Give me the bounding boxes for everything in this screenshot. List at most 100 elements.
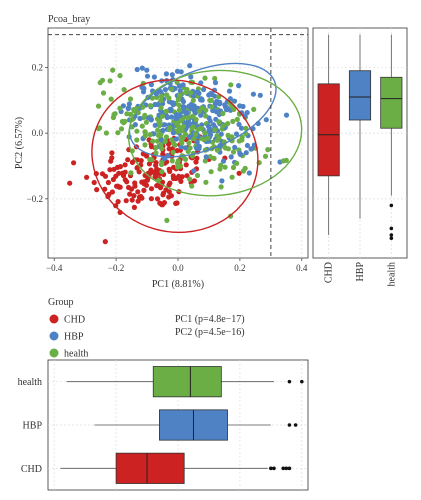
scatter-point-health [158, 142, 164, 148]
scatter-point-health [182, 156, 189, 162]
scatter-point-chd [113, 203, 119, 209]
scatter-point-hbp [201, 86, 207, 93]
scatter-point-chd [184, 173, 190, 179]
scatter-point-health [158, 98, 164, 104]
scatter-point-health [158, 161, 165, 168]
scatter-point-health [218, 184, 224, 190]
scatter-point-health [142, 112, 148, 118]
scatter-point-health [179, 134, 185, 140]
scatter-point-hbp [141, 85, 147, 92]
scatter-point-health [127, 111, 134, 117]
scatter-point-health [139, 123, 145, 129]
scatter-point-hbp [168, 114, 175, 120]
scatter-point-hbp [144, 73, 151, 79]
scatter-point-hbp [148, 116, 154, 122]
scatter-point-health [208, 169, 214, 175]
scatter-point-chd [67, 180, 73, 186]
scatter-point-health [180, 123, 186, 129]
scatter-point-health [162, 138, 168, 144]
legend-label-health: health [64, 349, 88, 360]
scatter-point-health [177, 92, 183, 98]
scatter-point-hbp [182, 145, 188, 151]
scatter-point-health [194, 172, 201, 179]
pc2-pvalue: PC2 (p=4.5e−16) [175, 327, 245, 338]
scatter-point-health [175, 158, 181, 164]
scatter-point-hbp [191, 93, 197, 99]
scatter-point-hbp [207, 118, 213, 124]
pc1-pvalue: PC1 (p=4.8e−17) [175, 314, 245, 325]
scatter-point-hbp [180, 82, 186, 88]
scatter-point-health [118, 126, 125, 132]
scatter-point-hbp [162, 87, 168, 93]
pc2-label-chd: CHD [324, 262, 335, 283]
scatter-point-hbp [194, 139, 200, 145]
scatter-point-hbp [214, 109, 220, 115]
pc1-outlier [293, 423, 298, 427]
scatter-point-chd [144, 153, 150, 159]
scatter-point-hbp [186, 134, 192, 140]
scatter-point-chd [193, 159, 199, 165]
scatter-point-health [127, 96, 134, 102]
scatter-point-hbp [249, 146, 255, 152]
pc2-outlier [389, 226, 394, 231]
scatter-point-health [230, 118, 236, 124]
pc2-boxes [317, 34, 403, 241]
scatter-point-chd [126, 184, 132, 191]
scatter-point-health [163, 134, 169, 140]
scatter-point-health [172, 142, 178, 148]
ellipse-chd [91, 79, 259, 234]
scatter-point-chd [132, 183, 138, 189]
legend-dot-health [49, 348, 59, 358]
scatter-point-hbp [231, 98, 238, 104]
scatter-point-health [183, 89, 189, 96]
scatter-point-health [187, 176, 193, 182]
scatter-point-hbp [191, 108, 197, 114]
pc1-outlier [281, 466, 286, 471]
scatter-point-health [220, 123, 226, 129]
scatter-point-health [193, 116, 199, 123]
scatter-point-health [190, 124, 196, 130]
scatter-point-hbp [212, 80, 219, 86]
scatter-point-chd [160, 151, 166, 157]
scatter-point-hbp [174, 113, 180, 119]
scatter-point-health [175, 164, 181, 170]
scatter-point-health [203, 107, 209, 113]
scatter-point-chd [115, 183, 121, 189]
scatter-point-chd [129, 197, 135, 203]
pc1-boxplot-panel: CHD HBP health [18, 359, 309, 491]
scatter-point-health [193, 131, 199, 137]
scatter-point-hbp [243, 150, 249, 156]
pc2-outlier [389, 203, 394, 208]
scatter-point-health [168, 86, 175, 92]
scatter-point-chd [107, 167, 113, 173]
scatter-point-hbp [198, 96, 205, 102]
scatter-point-health [211, 155, 217, 161]
scatter-point-health [157, 132, 163, 138]
scatter-point-hbp [137, 115, 143, 122]
scatter-point-hbp [139, 65, 145, 71]
scatter-point-hbp [220, 158, 227, 164]
scatter-point-health [147, 103, 154, 109]
scatter-point-chd [122, 177, 128, 183]
scatter-point-chd [102, 239, 108, 245]
scatter-point-chd [154, 196, 161, 202]
scatter-point-health [222, 164, 228, 170]
scatter-point-health [164, 217, 170, 223]
scatter-point-hbp [196, 143, 202, 149]
scatter-point-hbp [174, 68, 181, 74]
scatter-point-health [176, 125, 182, 131]
scatter-point-chd [129, 159, 135, 165]
scatter-point-health [262, 153, 269, 159]
scatter-point-hbp [152, 101, 158, 108]
scatter-point-hbp [191, 168, 197, 174]
scatter-point-chd [109, 189, 115, 195]
pc2-boxplot-panel: CHD HBP health [312, 27, 408, 286]
scatter-y-ticks: −0.2 0.0 0.2 [27, 62, 48, 204]
scatter-point-hbp [205, 123, 212, 129]
scatter-point-health [202, 75, 208, 81]
pc1-category-labels: CHD HBP health [18, 377, 43, 475]
scatter-point-health [212, 127, 218, 133]
scatter-point-health [166, 126, 172, 133]
scatter-point-hbp [181, 104, 187, 110]
scatter-point-health [96, 126, 102, 132]
